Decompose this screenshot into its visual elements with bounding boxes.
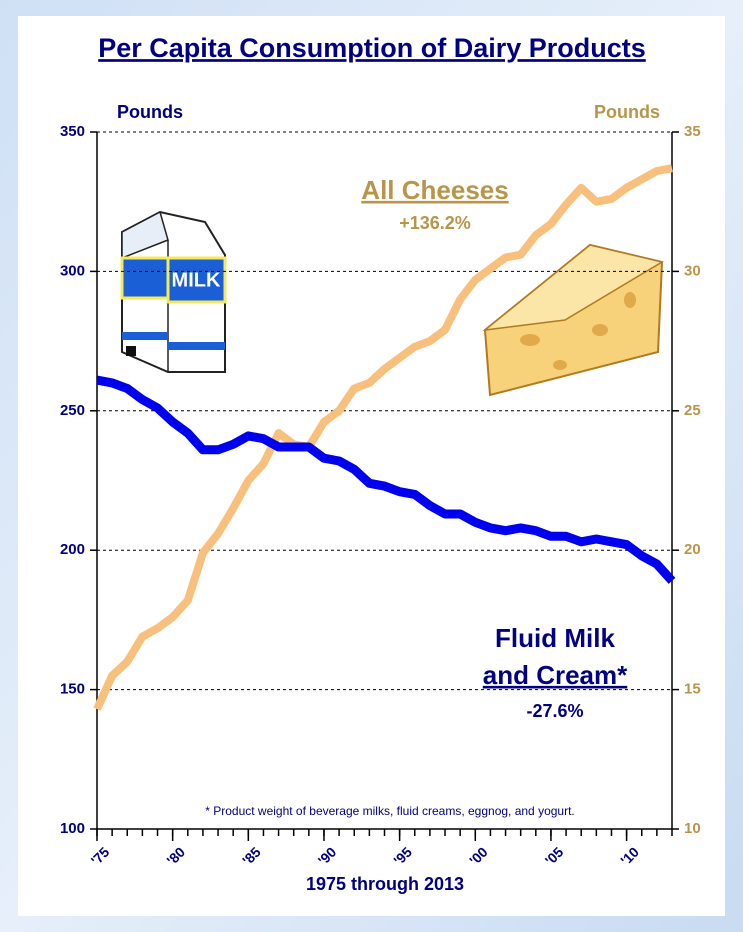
- cheese: [482, 243, 664, 397]
- y-tick-label: 300: [60, 262, 85, 279]
- y2-axis-label: Pounds: [594, 102, 660, 122]
- annotation: All Cheeses: [361, 175, 508, 205]
- footnote: * Product weight of beverage milks, flui…: [205, 804, 575, 818]
- y-tick-label: 100: [60, 820, 85, 837]
- annotation: -27.6%: [526, 701, 583, 721]
- series-line: [96, 375, 676, 584]
- annotation: +136.2%: [399, 213, 471, 233]
- annotation: Fluid Milk: [495, 623, 615, 653]
- x-axis-label: 1975 through 2013: [306, 874, 464, 894]
- y2-tick-label: 35: [684, 123, 701, 140]
- annotation: and Cream*: [483, 660, 628, 690]
- series-line: [93, 164, 673, 711]
- y-tick-label: 150: [60, 681, 85, 698]
- y2-tick-label: 20: [684, 541, 701, 558]
- y2-tick-label: 10: [684, 820, 701, 837]
- y2-tick-label: 25: [684, 402, 701, 419]
- y2-tick-label: 15: [684, 681, 701, 698]
- y-tick-label: 350: [60, 123, 85, 140]
- y2-tick-label: 30: [684, 262, 701, 279]
- panel: [18, 16, 725, 916]
- y-tick-label: 250: [60, 402, 85, 419]
- y-axis-label: Pounds: [117, 102, 183, 122]
- y-tick-label: 200: [60, 541, 85, 558]
- chart-title: Per Capita Consumption of Dairy Products: [98, 33, 646, 63]
- carton-label: MILK: [172, 269, 221, 291]
- milk-carton: MILK: [120, 210, 227, 373]
